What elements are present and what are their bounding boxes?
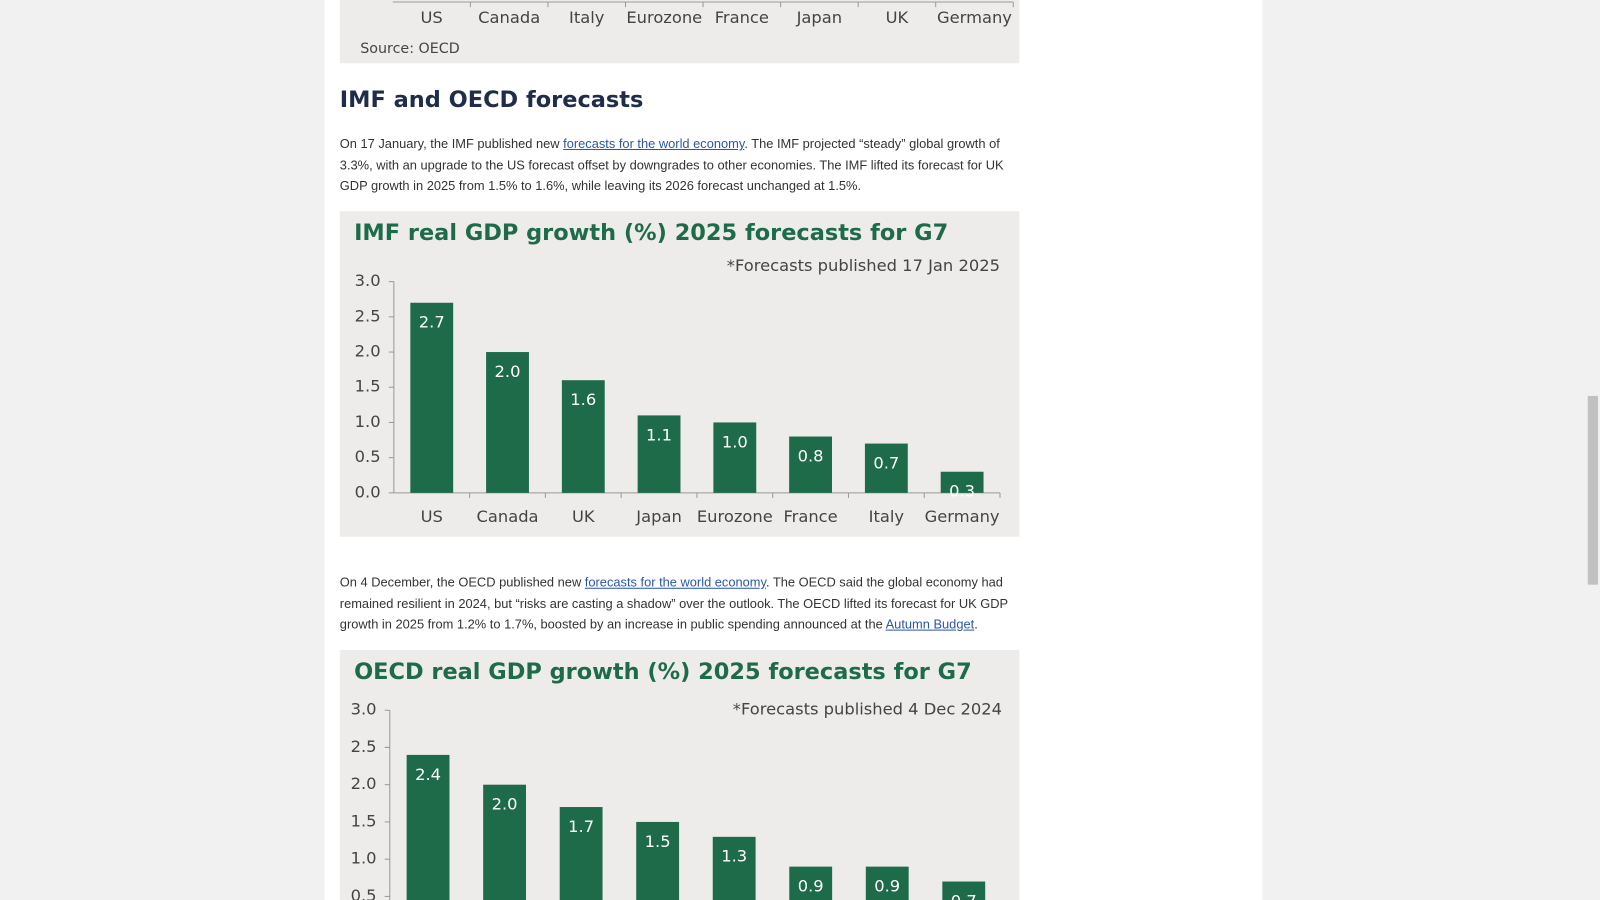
scrollbar[interactable]: [1583, 0, 1600, 900]
value-label: 0.9: [798, 877, 824, 896]
paragraph: On 17 January, the IMF published new for…: [340, 134, 1024, 197]
bar: [712, 836, 756, 900]
bar: [636, 821, 680, 900]
heading: IMF and OECD forecasts: [339, 87, 644, 114]
x-tick-label: Germany: [925, 507, 1000, 526]
x-tick-label: Eurozone: [697, 507, 773, 526]
bar: [864, 443, 908, 493]
bar: [942, 881, 986, 900]
y-tick-label: 0.0: [355, 482, 381, 501]
value-label: 0.7: [951, 891, 977, 900]
bar: [789, 436, 833, 493]
x-tick-label: Italy: [869, 507, 905, 526]
x-tick-label: Canada: [476, 507, 538, 526]
x-tick-label: UK: [886, 8, 910, 27]
value-label: 0.7: [873, 453, 899, 472]
y-tick-label: 3.0: [355, 271, 381, 290]
x-tick-label: Italy: [569, 8, 605, 27]
text: . The IMF projected “steady” global grow…: [339, 136, 1004, 193]
chart-subtitle: *Forecasts published 17 Jan 2025: [727, 256, 1000, 275]
x-tick-label: UK: [572, 507, 596, 526]
x-tick-label: US: [421, 507, 443, 526]
y-tick-label: 3.0: [351, 700, 377, 719]
bar: [410, 302, 454, 493]
bar: [789, 866, 833, 900]
bar: [713, 422, 757, 493]
chart: Source: OECD US Canada Italy Eurozone France J…: [360, 1, 1014, 57]
value-label: 0.8: [798, 446, 824, 465]
chart-panel: OECD real GDP growth (%) 2025 forecasts …: [339, 649, 1020, 900]
y-tick-label: 1.0: [351, 849, 377, 868]
value-label: 0.9: [874, 877, 900, 896]
bar: [559, 807, 603, 900]
x-tick-label: Japan: [796, 8, 843, 27]
link[interactable]: forecasts for the world economy: [584, 575, 766, 590]
x-tick-label: Canada: [478, 8, 540, 27]
value-label: 0.3: [949, 482, 975, 501]
y-tick-label: 2.0: [355, 342, 381, 361]
bar: [637, 415, 681, 493]
chart-title: IMF real GDP growth (%) 2025 forecasts f…: [354, 220, 948, 246]
chart-subtitle: *Forecasts published 4 Dec 2024: [733, 700, 1002, 719]
value-label: 1.5: [645, 832, 671, 851]
y-tick-label: 2.5: [355, 306, 381, 325]
link[interactable]: Autumn Budget: [885, 617, 975, 632]
chart: OECD real GDP growth (%) 2025 forecasts …: [351, 659, 1002, 900]
text: .: [974, 617, 978, 632]
value-label: 2.0: [495, 362, 521, 381]
bar: [483, 784, 527, 900]
x-tick-label: France: [783, 507, 837, 526]
text: On 4 December, the OECD published new: [339, 575, 585, 590]
link[interactable]: forecasts for the world economy: [563, 136, 745, 152]
value-label: 1.1: [646, 425, 672, 444]
x-tick-label: Germany: [937, 8, 1012, 27]
chart-title: OECD real GDP growth (%) 2025 forecasts …: [354, 659, 972, 685]
x-tick-label: Eurozone: [626, 8, 702, 27]
y-tick-label: 0.5: [351, 886, 377, 900]
chart-panel: IMF real GDP growth (%) 2025 forecasts f…: [339, 211, 1020, 537]
bar: [940, 471, 984, 493]
value-label: 1.6: [570, 390, 596, 409]
chart-panel: Source: OECD US Canada Italy Eurozone France J…: [339, 0, 1020, 64]
text: On 17 January, the IMF published new: [339, 136, 564, 152]
bar: [561, 380, 605, 493]
x-tick-label: France: [715, 8, 769, 27]
bar: [486, 352, 529, 493]
y-tick-label: 1.5: [351, 811, 377, 830]
bar: [865, 866, 909, 900]
chart: IMF real GDP growth (%) 2025 forecasts f…: [354, 220, 1001, 526]
y-tick-label: 2.5: [351, 737, 377, 756]
bar: [406, 754, 450, 900]
y-tick-label: 2.0: [351, 774, 377, 793]
value-label: 2.0: [492, 795, 518, 814]
value-label: 2.7: [419, 313, 445, 332]
x-tick-label: Japan: [635, 507, 682, 526]
y-tick-label: 1.5: [355, 377, 381, 396]
value-label: 1.3: [721, 847, 747, 866]
x-tick-label: US: [420, 8, 442, 27]
text: . The OECD said the global economy had r…: [339, 575, 1008, 632]
source: Source: OECD: [360, 41, 460, 57]
scrollbar-thumb[interactable]: [1587, 395, 1598, 585]
value-label: 1.7: [568, 817, 594, 836]
value-label: 1.0: [722, 432, 748, 451]
y-tick-label: 0.5: [355, 447, 381, 466]
value-label: 2.4: [415, 765, 441, 784]
paragraph: On 4 December, the OECD published new fo…: [340, 572, 1024, 635]
y-tick-label: 1.0: [355, 412, 381, 431]
